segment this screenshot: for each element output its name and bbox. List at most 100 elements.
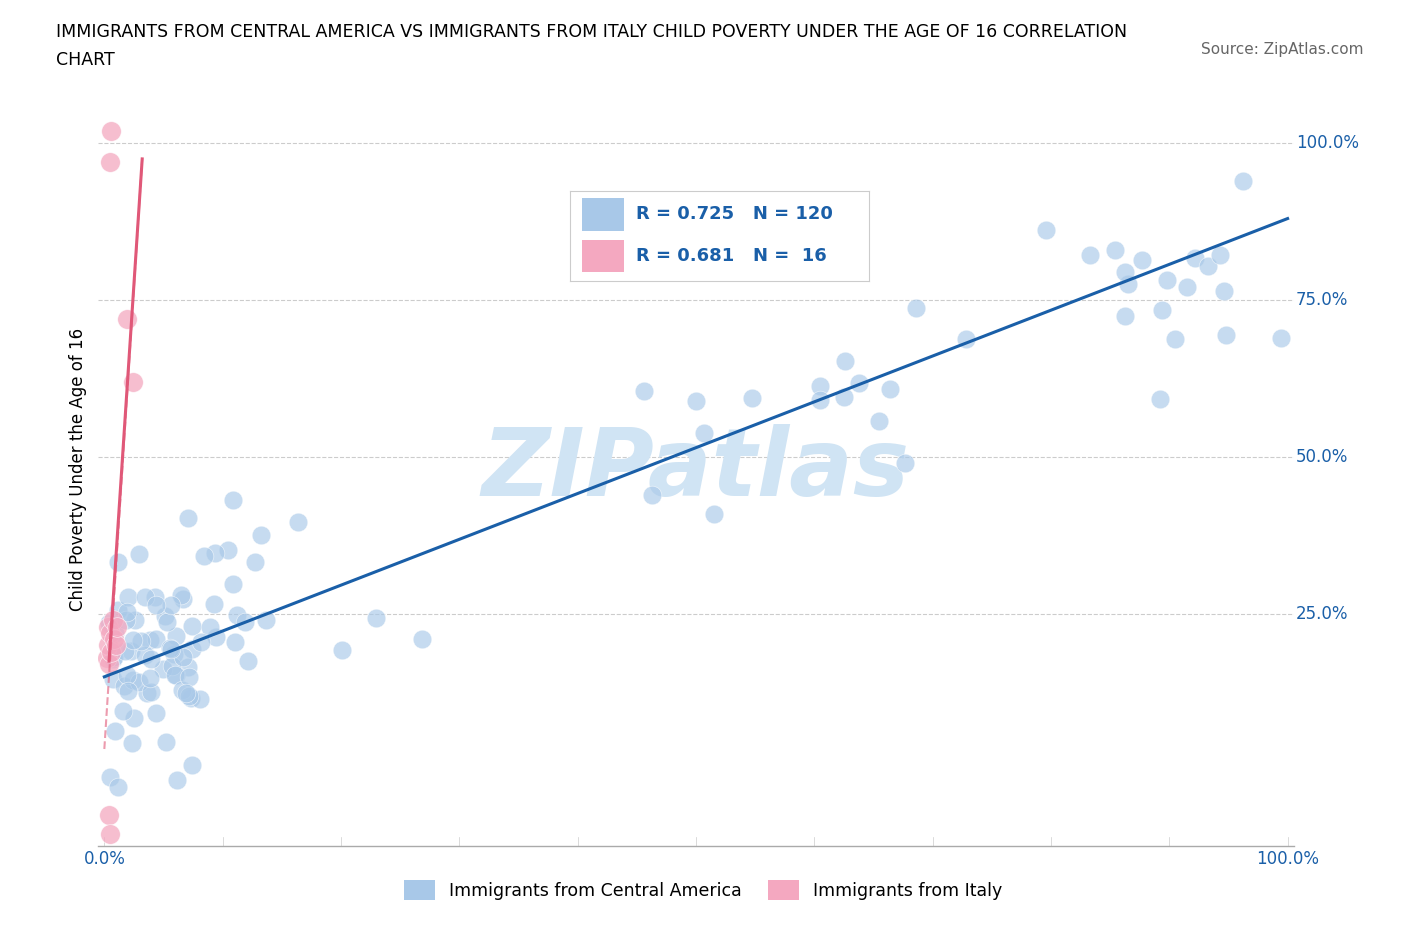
- Point: [249, 527, 271, 542]
- Point: [190, 634, 212, 649]
- Point: [204, 546, 226, 561]
- Point: [159, 641, 181, 656]
- Text: 75.0%: 75.0%: [1296, 291, 1348, 309]
- Point: [222, 493, 245, 508]
- Point: [1149, 392, 1171, 406]
- Point: [1150, 303, 1173, 318]
- Point: [332, 643, 354, 658]
- Point: [96, 651, 118, 666]
- Point: [122, 711, 145, 725]
- Point: [1156, 272, 1178, 287]
- Point: [1184, 251, 1206, 266]
- Point: [104, 724, 127, 738]
- Point: [188, 691, 211, 706]
- Point: [143, 590, 166, 604]
- Point: [134, 647, 156, 662]
- Point: [193, 548, 215, 563]
- Point: [693, 426, 716, 441]
- Point: [124, 612, 146, 627]
- Point: [172, 591, 194, 606]
- Point: [177, 660, 200, 675]
- Point: [105, 619, 128, 634]
- Point: [834, 354, 856, 369]
- Point: [152, 661, 174, 676]
- Point: [139, 671, 162, 685]
- Point: [904, 300, 927, 315]
- Point: [1208, 247, 1230, 262]
- Point: [136, 686, 159, 701]
- Point: [139, 684, 162, 699]
- Point: [121, 375, 143, 390]
- Point: [685, 393, 707, 408]
- Point: [176, 511, 198, 525]
- Point: [107, 555, 129, 570]
- Point: [115, 312, 138, 326]
- Point: [808, 379, 831, 393]
- Point: [128, 674, 150, 689]
- Text: Source: ZipAtlas.com: Source: ZipAtlas.com: [1201, 42, 1364, 57]
- Point: [103, 631, 125, 646]
- Point: [104, 625, 127, 640]
- Point: [1114, 309, 1136, 324]
- Point: [879, 381, 901, 396]
- Point: [172, 683, 194, 698]
- Point: [894, 456, 917, 471]
- Point: [139, 652, 162, 667]
- Point: [103, 649, 125, 664]
- Text: 100.0%: 100.0%: [1296, 134, 1360, 153]
- Point: [139, 632, 162, 647]
- Point: [100, 644, 122, 659]
- Point: [217, 542, 239, 557]
- Point: [222, 577, 245, 591]
- Point: [101, 671, 124, 686]
- Point: [166, 772, 188, 787]
- Point: [145, 631, 167, 646]
- Point: [97, 619, 120, 634]
- Y-axis label: Child Poverty Under the Age of 16: Child Poverty Under the Age of 16: [69, 328, 87, 611]
- Point: [641, 487, 664, 502]
- Legend: Immigrants from Central America, Immigrants from Italy: Immigrants from Central America, Immigra…: [396, 873, 1010, 908]
- Point: [122, 632, 145, 647]
- Point: [181, 618, 204, 633]
- Point: [198, 619, 221, 634]
- Point: [179, 688, 201, 703]
- Point: [226, 607, 249, 622]
- Point: [117, 604, 139, 619]
- Point: [180, 690, 202, 705]
- Point: [202, 596, 225, 611]
- Text: 50.0%: 50.0%: [1296, 448, 1348, 466]
- Point: [160, 658, 183, 673]
- Point: [107, 603, 129, 618]
- Point: [120, 644, 142, 658]
- Point: [155, 608, 177, 623]
- Point: [98, 769, 121, 784]
- Point: [115, 612, 138, 627]
- Point: [165, 668, 187, 683]
- Point: [98, 827, 121, 842]
- Text: CHART: CHART: [56, 51, 115, 69]
- Point: [98, 626, 121, 641]
- Point: [233, 615, 256, 630]
- Text: 0.0%: 0.0%: [83, 850, 125, 868]
- Point: [134, 590, 156, 604]
- Point: [174, 686, 197, 701]
- Point: [808, 392, 831, 407]
- Point: [105, 638, 128, 653]
- Point: [172, 649, 194, 664]
- Point: [179, 670, 201, 684]
- Point: [1035, 222, 1057, 237]
- Point: [155, 735, 177, 750]
- Point: [204, 630, 226, 644]
- Point: [1116, 277, 1139, 292]
- Point: [112, 703, 135, 718]
- Point: [1213, 284, 1236, 299]
- Point: [97, 638, 120, 653]
- Point: [955, 332, 977, 347]
- Point: [100, 123, 122, 138]
- Point: [107, 779, 129, 794]
- Text: ZIPatlas: ZIPatlas: [482, 424, 910, 515]
- Point: [1114, 265, 1136, 280]
- Point: [163, 647, 186, 662]
- Point: [1175, 279, 1198, 294]
- Point: [1270, 330, 1292, 345]
